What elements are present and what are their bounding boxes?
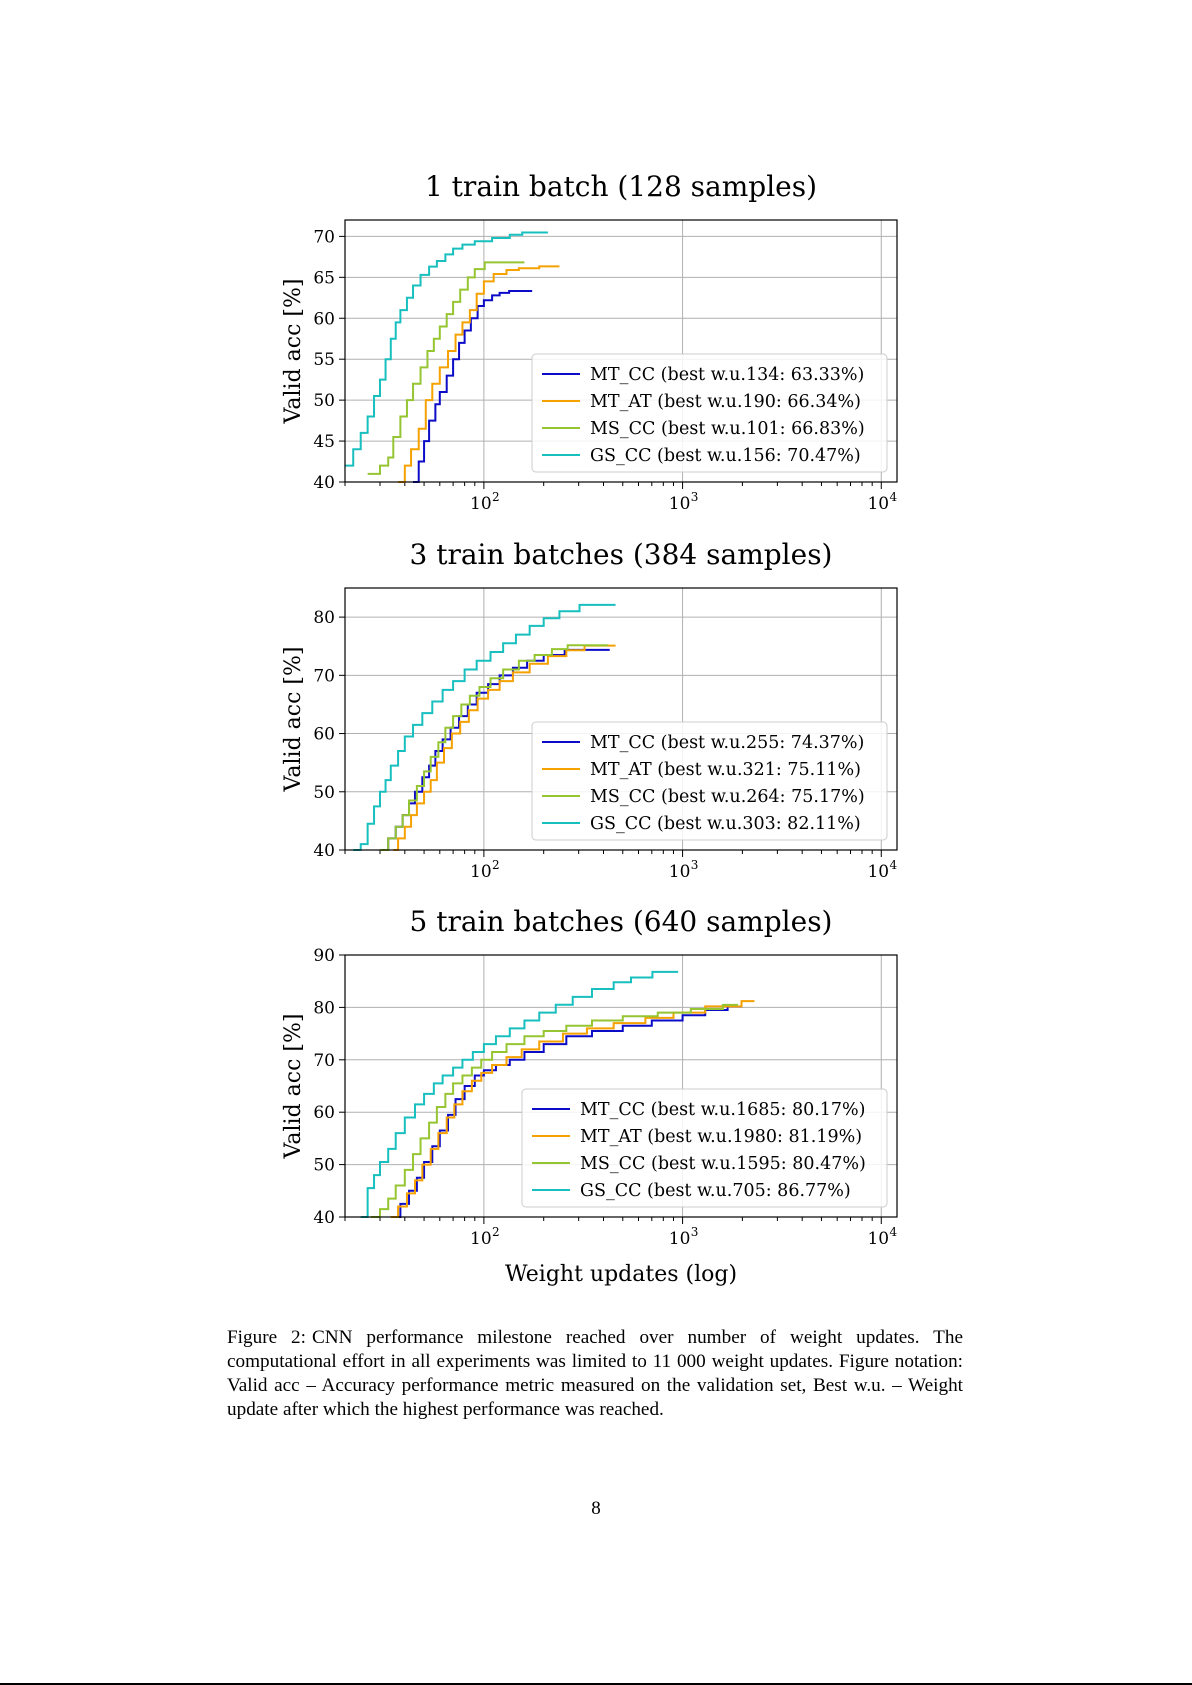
y-tick-label: 40 xyxy=(313,841,335,861)
series-line-gs_cc xyxy=(360,970,679,1218)
plot-frame xyxy=(344,954,898,1218)
bottom-rule xyxy=(0,1683,1192,1685)
chart-title: 5 train batches (640 samples) xyxy=(410,905,833,938)
x-tick-label: 10 xyxy=(470,1229,492,1249)
y-tick-label: 70 xyxy=(313,227,335,247)
chart-2: 3 train batches (384 samples) 40 50 60 70 80 1… xyxy=(281,538,898,882)
x-tick-exponent: 3 xyxy=(691,858,699,872)
chart-1: 1 train batch (128 samples) 40 45 50 55 60 65 7… xyxy=(281,170,898,514)
x-tick-label: 10 xyxy=(669,494,691,514)
chart-panel-1: 1 train batch (128 samples) 40 45 50 55 60 65 7… xyxy=(0,160,1192,520)
y-tick-label: 40 xyxy=(313,473,335,493)
y-tick-label: 60 xyxy=(313,309,335,329)
y-tick-label: 50 xyxy=(313,1156,335,1176)
x-tick-label: 10 xyxy=(867,862,889,882)
x-tick-exponent: 2 xyxy=(492,490,500,504)
series-line-mt_at xyxy=(390,1000,755,1218)
x-tick-label: 10 xyxy=(867,1229,889,1249)
figure-caption: Figure 2: CNN performance milestone reach… xyxy=(227,1326,963,1422)
y-tick-label: 70 xyxy=(313,1051,335,1071)
series-line-mt_at xyxy=(393,644,616,851)
plot-frame xyxy=(344,219,898,483)
x-tick-exponent: 4 xyxy=(889,1225,897,1239)
legend-entry: GS_CC (best w.u.303: 82.11%) xyxy=(590,814,861,834)
y-tick-label: 50 xyxy=(313,391,335,411)
y-tick-label: 55 xyxy=(313,350,335,370)
legend-entry: MS_CC (best w.u.101: 66.83%) xyxy=(590,419,865,439)
y-tick-label: 80 xyxy=(313,998,335,1018)
legend-entry: MT_CC (best w.u.134: 63.33%) xyxy=(590,365,864,385)
legend-box xyxy=(531,721,888,841)
y-tick-label: 90 xyxy=(313,946,335,966)
y-tick-label: 60 xyxy=(313,725,335,745)
series-line-mt_at xyxy=(398,265,560,483)
x-tick-exponent: 4 xyxy=(889,490,897,504)
chart-title: 1 train batch (128 samples) xyxy=(425,170,817,203)
y-tick-label: 60 xyxy=(313,1103,335,1123)
x-tick-label: 10 xyxy=(470,862,492,882)
legend-entry: MS_CC (best w.u.1595: 80.47%) xyxy=(580,1154,866,1174)
series-line-mt_cc xyxy=(393,1005,743,1218)
legend-entry: GS_CC (best w.u.705: 86.77%) xyxy=(580,1181,851,1201)
legend-entry: MT_CC (best w.u.255: 74.37%) xyxy=(590,733,864,753)
x-tick-exponent: 2 xyxy=(492,858,500,872)
y-axis-label: Valid acc [%] xyxy=(281,647,306,793)
x-tick-label: 10 xyxy=(669,1229,691,1249)
series-line-gs_cc xyxy=(353,603,616,851)
x-tick-label: 10 xyxy=(867,494,889,514)
y-tick-label: 40 xyxy=(313,1208,335,1228)
series-line-ms_cc xyxy=(379,644,608,851)
plot-frame xyxy=(344,587,898,851)
x-tick-label: 10 xyxy=(669,862,691,882)
legend-entry: MT_AT (best w.u.321: 75.11%) xyxy=(590,760,861,780)
y-tick-label: 70 xyxy=(313,666,335,686)
legend-box xyxy=(521,1088,888,1208)
x-tick-exponent: 3 xyxy=(691,1225,699,1239)
chart-title: 3 train batches (384 samples) xyxy=(410,538,833,571)
caption-text: CNN performance milestone reached over n… xyxy=(227,1327,963,1420)
y-axis-label: Valid acc [%] xyxy=(281,1014,306,1160)
y-tick-label: 50 xyxy=(313,783,335,803)
chart-panel-3: 5 train batches (640 samples) 40 50 60 70 80 9… xyxy=(0,895,1192,1255)
x-tick-exponent: 3 xyxy=(691,490,699,504)
x-tick-exponent: 2 xyxy=(492,1225,500,1239)
x-tick-label: 10 xyxy=(470,494,492,514)
legend-entry: MT_CC (best w.u.1685: 80.17%) xyxy=(580,1100,866,1120)
legend-entry: MT_AT (best w.u.190: 66.34%) xyxy=(590,392,861,412)
legend-entry: MS_CC (best w.u.264: 75.17%) xyxy=(590,787,865,807)
y-tick-label: 45 xyxy=(313,432,335,452)
y-axis-label: Valid acc [%] xyxy=(281,279,306,425)
series-line-gs_cc xyxy=(345,231,548,467)
y-tick-label: 80 xyxy=(313,608,335,628)
caption-label: Figure 2: xyxy=(227,1327,306,1348)
x-axis-title: Weight updates (log) xyxy=(504,1262,738,1287)
series-line-mt_cc xyxy=(413,289,533,483)
series-line-ms_cc xyxy=(370,1003,738,1218)
chart-panel-2: 3 train batches (384 samples) 40 50 60 70 80 1… xyxy=(0,528,1192,888)
series-line-ms_cc xyxy=(367,261,525,475)
y-tick-label: 65 xyxy=(313,268,335,288)
chart-3: 5 train batches (640 samples) 40 50 60 70 80 9… xyxy=(281,905,898,1249)
legend-entry: GS_CC (best w.u.156: 70.47%) xyxy=(590,446,861,466)
legend-entry: MT_AT (best w.u.1980: 81.19%) xyxy=(580,1127,862,1147)
x-tick-exponent: 4 xyxy=(889,858,897,872)
legend-box xyxy=(531,353,888,473)
page-number: 8 xyxy=(591,1498,601,1519)
